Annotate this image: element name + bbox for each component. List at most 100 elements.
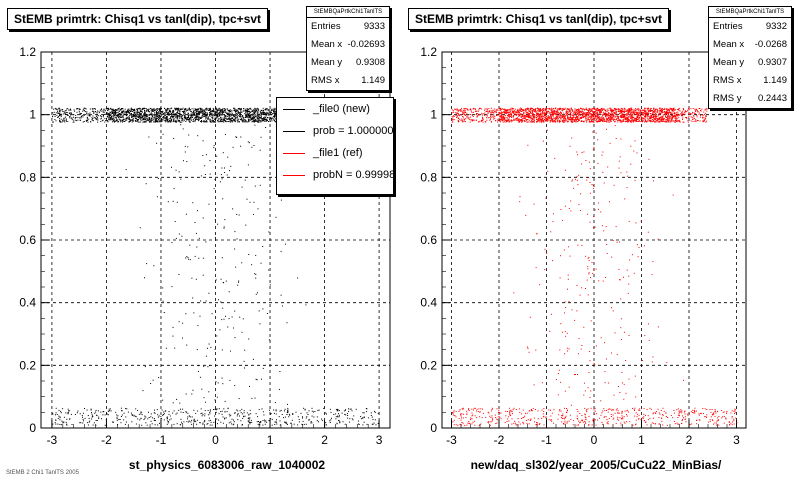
scatter-point	[79, 422, 81, 424]
scatter-point	[66, 108, 68, 110]
scatter-point	[83, 121, 85, 122]
scatter-point	[219, 121, 221, 123]
scatter-point	[65, 112, 67, 114]
scatter-point	[195, 421, 197, 423]
scatter-point	[460, 114, 462, 116]
scatter-point	[170, 121, 172, 123]
scatter-point	[95, 119, 97, 121]
scatter-point	[188, 113, 189, 115]
scatter-point	[170, 120, 172, 122]
scatter-point	[544, 117, 546, 119]
scatter-point	[507, 109, 509, 111]
scatter-point	[138, 413, 140, 415]
scatter-point	[668, 110, 670, 112]
scatter-point	[67, 114, 69, 116]
scatter-point	[255, 277, 257, 279]
scatter-point	[270, 110, 272, 112]
scatter-point	[585, 117, 587, 119]
scatter-point	[176, 115, 178, 117]
scatter-point	[112, 110, 114, 112]
scatter-point	[621, 112, 622, 114]
scatter-point	[161, 110, 163, 112]
scatter-point	[206, 112, 208, 114]
scatter-point	[342, 421, 344, 423]
scatter-point	[212, 107, 214, 109]
scatter-point	[108, 410, 110, 412]
scatter-point	[208, 417, 210, 419]
scatter-point	[221, 119, 223, 121]
scatter-point	[234, 120, 236, 122]
scatter-point	[59, 120, 61, 121]
scatter-point	[579, 114, 580, 116]
scatter-point	[184, 115, 186, 117]
scatter-point	[275, 121, 277, 123]
scatter-point	[62, 422, 64, 424]
scatter-point	[247, 164, 249, 166]
scatter-point	[627, 119, 629, 121]
scatter-point	[667, 120, 669, 121]
scatter-point	[144, 366, 146, 368]
scatter-point	[209, 419, 211, 421]
scatter-point	[624, 116, 626, 118]
scatter-point	[697, 120, 698, 121]
scatter-point	[159, 117, 160, 119]
scatter-point	[197, 116, 199, 118]
scatter-point	[645, 113, 647, 115]
scatter-point	[114, 112, 116, 114]
scatter-point	[82, 412, 84, 414]
scatter-point	[168, 112, 170, 114]
scatter-point	[688, 109, 690, 110]
scatter-point	[542, 115, 544, 117]
scatter-point	[270, 111, 271, 113]
scatter-point	[216, 418, 218, 420]
scatter-point	[262, 367, 264, 369]
scatter-point	[173, 113, 175, 115]
scatter-point	[231, 120, 232, 121]
scatter-point	[226, 108, 228, 110]
scatter-point	[249, 116, 250, 118]
scatter-point	[558, 109, 560, 111]
scatter-point	[205, 119, 207, 121]
scatter-point	[224, 219, 226, 221]
scatter-point	[311, 410, 313, 412]
scatter-point	[493, 109, 495, 111]
scatter-point	[195, 412, 197, 414]
scatter-point	[282, 305, 283, 307]
scatter-point	[121, 410, 123, 412]
scatter-point	[192, 119, 194, 120]
scatter-point	[165, 115, 167, 117]
scatter-point	[70, 112, 72, 114]
scatter-point	[360, 418, 362, 420]
scatter-point	[159, 112, 161, 114]
scatter-point	[245, 224, 247, 226]
scatter-point	[138, 115, 140, 117]
scatter-point	[207, 116, 209, 118]
scatter-point	[144, 121, 145, 123]
scatter-point	[86, 118, 88, 120]
scatter-point	[187, 117, 188, 118]
scatter-point	[655, 116, 657, 118]
scatter-point	[642, 121, 644, 123]
scatter-point	[581, 112, 582, 114]
scatter-point	[152, 109, 154, 111]
scatter-point	[150, 112, 152, 114]
scatter-point	[129, 112, 131, 114]
scatter-point	[221, 109, 223, 111]
scatter-point	[693, 118, 695, 119]
scatter-point	[557, 120, 559, 122]
scatter-point	[195, 112, 197, 114]
scatter-point	[90, 408, 92, 410]
scatter-point	[678, 108, 679, 110]
scatter-point	[243, 118, 244, 120]
scatter-point	[703, 119, 705, 121]
scatter-point	[175, 113, 177, 115]
scatter-point	[229, 415, 231, 417]
scatter-point	[116, 111, 118, 113]
scatter-point	[208, 391, 210, 393]
scatter-point	[157, 178, 159, 179]
scatter-point	[253, 213, 254, 215]
scatter-point	[265, 113, 267, 115]
scatter-point	[630, 120, 632, 121]
scatter-point	[227, 408, 229, 410]
scatter-point	[620, 111, 622, 113]
